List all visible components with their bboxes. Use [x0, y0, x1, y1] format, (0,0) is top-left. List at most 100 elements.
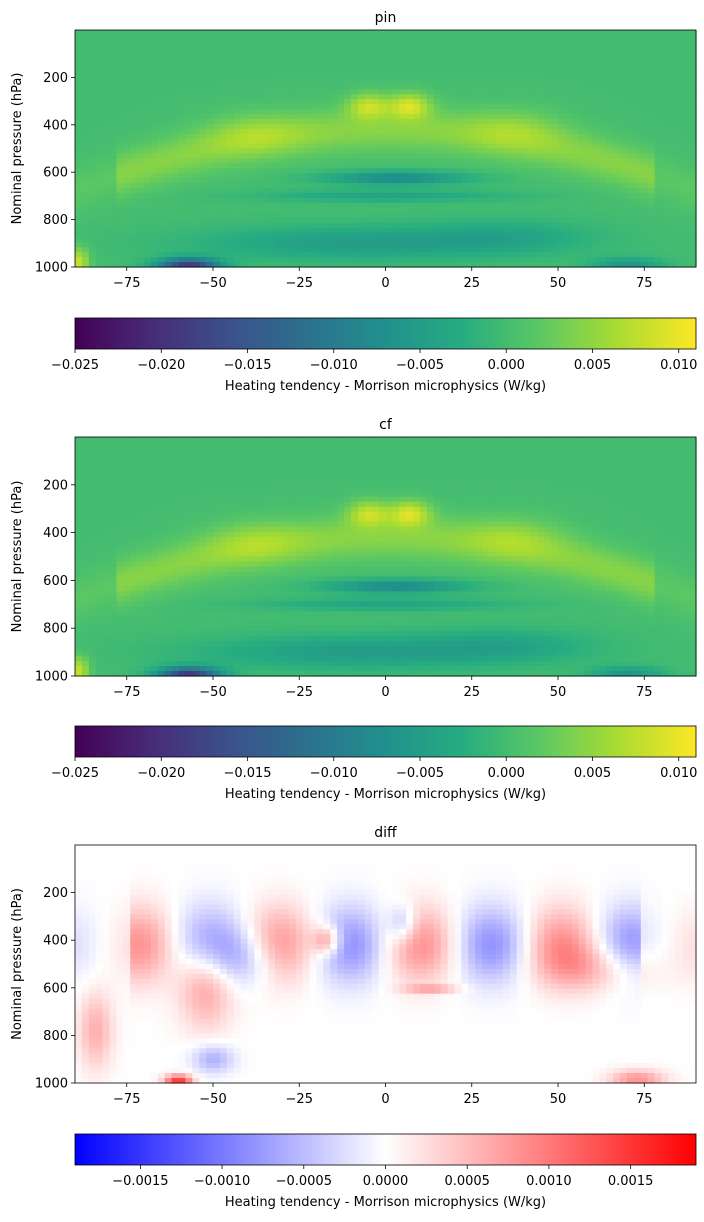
- heatmap-cell: [675, 84, 683, 90]
- heatmap-cell: [75, 163, 83, 169]
- heatmap-cell: [579, 50, 587, 56]
- heatmap-cell: [510, 218, 518, 224]
- heatmap-cell: [482, 40, 490, 46]
- heatmap-cell: [544, 153, 552, 159]
- heatmap-cell: [593, 237, 601, 243]
- heatmap-cell: [510, 183, 518, 189]
- heatmap-cell: [254, 84, 262, 90]
- heatmap-cell: [392, 99, 400, 105]
- heatmap-cell: [130, 247, 138, 253]
- heatmap-cell: [282, 242, 290, 248]
- heatmap-cell: [530, 462, 538, 468]
- heatmap-cell: [675, 442, 683, 448]
- heatmap-cell: [144, 198, 152, 204]
- heatmap-cell: [165, 158, 173, 164]
- heatmap-cell: [337, 452, 345, 458]
- heatmap-cell: [613, 247, 621, 253]
- heatmap-cell: [365, 462, 373, 468]
- heatmap-cell: [662, 442, 670, 448]
- heatmap-cell: [537, 65, 545, 71]
- heatmap-cell: [310, 203, 318, 209]
- heatmap-cell: [441, 124, 449, 130]
- heatmap-cell: [544, 208, 552, 214]
- heatmap-cell: [655, 74, 663, 80]
- heatmap-cell: [241, 55, 249, 61]
- heatmap-cell: [365, 35, 373, 41]
- heatmap-cell: [586, 153, 594, 159]
- heatmap-cell: [420, 467, 428, 473]
- heatmap-cell: [593, 89, 601, 95]
- heatmap-cell: [372, 178, 380, 184]
- heatmap-cell: [586, 228, 594, 234]
- heatmap-cell: [475, 252, 483, 258]
- heatmap-cell: [261, 144, 269, 150]
- heatmap-cell: [386, 45, 394, 51]
- heatmap-cell: [261, 188, 269, 194]
- heatmap-cell: [158, 114, 166, 120]
- heatmap-cell: [89, 462, 97, 468]
- heatmap-cell: [330, 437, 338, 443]
- heatmap-cell: [468, 193, 476, 199]
- heatmap-cell: [248, 153, 256, 159]
- heatmap-cell: [296, 134, 304, 140]
- heatmap-cell: [517, 232, 525, 238]
- heatmap-cell: [289, 144, 297, 150]
- heatmap-cell: [213, 467, 221, 473]
- heatmap-cell: [379, 193, 387, 199]
- heatmap-cell: [296, 144, 304, 150]
- heatmap-cell: [641, 94, 649, 100]
- heatmap-cell: [496, 65, 504, 71]
- heatmap-cell: [544, 447, 552, 453]
- heatmap-cell: [213, 70, 221, 76]
- heatmap-cell: [537, 35, 545, 41]
- heatmap-cell: [310, 40, 318, 46]
- heatmap-cell: [593, 74, 601, 80]
- heatmap-cell: [682, 228, 690, 234]
- heatmap-cell: [275, 208, 283, 214]
- heatmap-cell: [427, 144, 435, 150]
- heatmap-cell: [420, 163, 428, 169]
- heatmap-cell: [137, 149, 145, 155]
- heatmap-cell: [551, 168, 559, 174]
- heatmap-cell: [448, 183, 456, 189]
- heatmap-cell: [524, 139, 532, 145]
- heatmap-cell: [165, 45, 173, 51]
- heatmap-cell: [406, 193, 414, 199]
- heatmap-cell: [199, 213, 207, 219]
- heatmap-cell: [427, 30, 435, 36]
- heatmap-cell: [268, 247, 276, 253]
- heatmap-cell: [75, 109, 83, 115]
- heatmap-cell: [682, 242, 690, 248]
- heatmap-cell: [461, 60, 469, 66]
- heatmap-cell: [89, 198, 97, 204]
- heatmap-cell: [482, 242, 490, 248]
- heatmap-cell: [537, 153, 545, 159]
- heatmap-cell: [689, 228, 697, 234]
- heatmap-cell: [420, 178, 428, 184]
- heatmap-cell: [123, 223, 131, 229]
- heatmap-cell: [627, 74, 635, 80]
- heatmap-cell: [413, 65, 421, 71]
- heatmap-cell: [344, 242, 352, 248]
- heatmap-cell: [461, 457, 469, 463]
- heatmap-cell: [96, 45, 104, 51]
- heatmap-cell: [482, 129, 490, 135]
- heatmap-cell: [634, 237, 642, 243]
- heatmap-cell: [185, 193, 193, 199]
- heatmap-cell: [434, 188, 442, 194]
- heatmap-cell: [655, 452, 663, 458]
- heatmap-cell: [323, 437, 331, 443]
- heatmap-cell: [599, 257, 607, 263]
- heatmap-cell: [517, 153, 525, 159]
- heatmap-cell: [455, 50, 463, 56]
- heatmap-cell: [144, 183, 152, 189]
- heatmap-cell: [572, 35, 580, 41]
- heatmap-cell: [489, 213, 497, 219]
- heatmap-cell: [185, 119, 193, 125]
- heatmap-cell: [344, 193, 352, 199]
- heatmap-cell: [323, 257, 331, 263]
- heatmap-cell: [199, 109, 207, 115]
- heatmap-cell: [455, 94, 463, 100]
- heatmap-cell: [96, 149, 104, 155]
- heatmap-cell: [241, 242, 249, 248]
